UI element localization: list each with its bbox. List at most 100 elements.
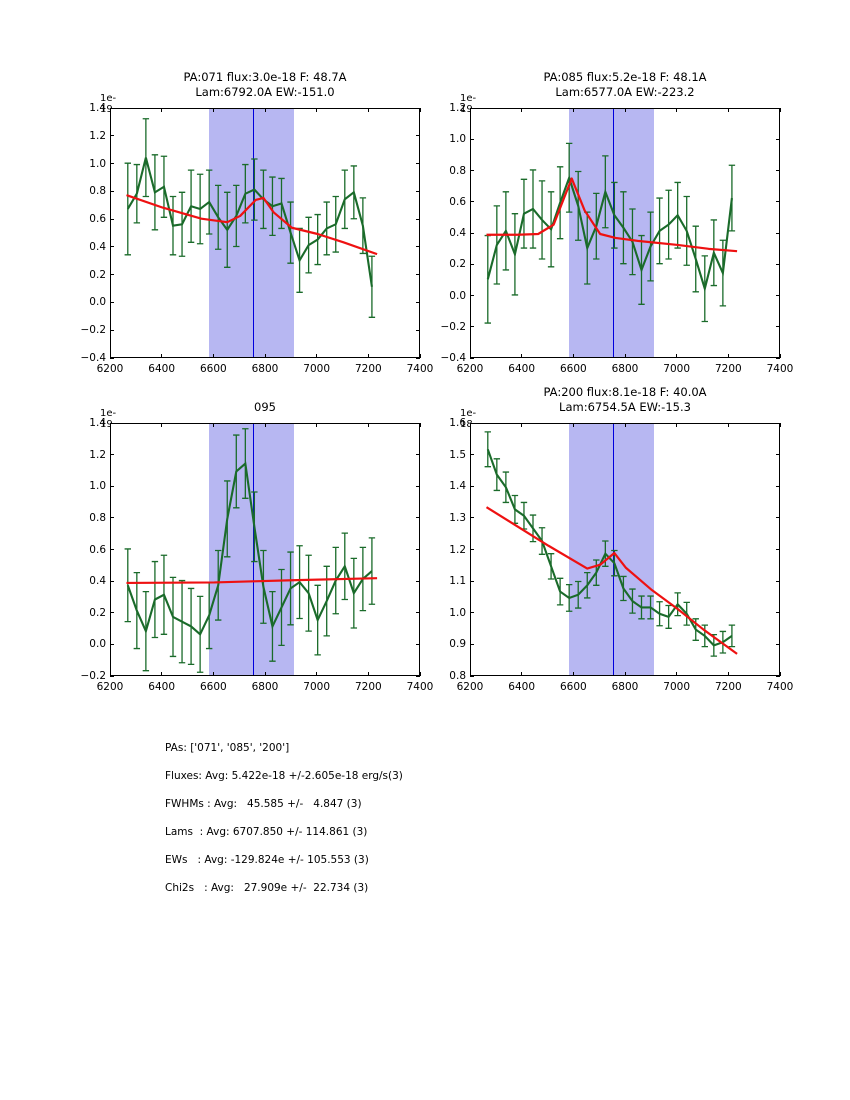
y-tick-label: 0.6 [89,543,106,556]
y-tickmark [776,138,780,140]
y-tickmark [416,580,420,582]
y-tickmark [470,263,474,265]
y-tickmark [110,422,114,424]
y-tickmark [776,422,780,424]
x-tickmark [727,108,729,112]
x-tick-label: 7400 [766,363,794,375]
y-tick-label: 0.2 [449,258,466,271]
y-tick-label: 1.0 [89,157,106,170]
x-tickmark [779,423,781,427]
x-tickmark [367,423,369,427]
x-tickmark [161,108,163,112]
y-tick-label: 1.2 [449,543,466,556]
x-tick-label: 7200 [714,363,742,375]
y-tickmark [110,454,114,456]
x-tick-label: 7200 [714,681,742,693]
x-tickmark [727,354,729,358]
y-tickmark [110,357,114,359]
y-tick-label: 1.0 [449,606,466,619]
y-tick-label: 0.0 [89,638,106,651]
x-tickmark [779,672,781,676]
y-tickmark [470,422,474,424]
error-bars-1 [484,142,736,324]
summary-line-2: FWHMs : Avg: 45.585 +/- 4.847 (3) [165,798,362,810]
y-tick-label: 1.6 [449,417,466,429]
x-tick-label: 6400 [148,363,176,375]
y-tick-label: −0.2 [440,320,467,333]
y-tick-label: 0.8 [89,185,106,198]
y-tick-label: 1.3 [449,511,466,524]
y-exponent-top-left: 1e-19 [100,93,117,115]
y-tickmark [776,675,780,677]
y-tick-label: 1.4 [89,102,106,114]
x-tick-label: 7000 [663,363,691,375]
y-tick-label: 0.2 [89,268,106,281]
y-exponent-bottom-left: 1e-19 [100,408,117,430]
y-tick-label: 0.2 [89,606,106,619]
y-tick-label: −0.4 [440,352,467,364]
summary-line-0: PAs: ['071', '085', '200'] [165,742,290,754]
x-tickmark [727,423,729,427]
y-tickmark [110,246,114,248]
y-tickmark [470,326,474,328]
x-tick-label: 7400 [406,363,434,375]
series-overlay-3 [484,431,738,657]
x-tickmark [572,354,574,358]
y-tickmark [776,612,780,614]
y-tickmark [776,549,780,550]
x-tickmark [316,423,318,427]
y-tickmark [776,107,780,109]
panel-title-top-left: PA:071 flux:3.0e-18 F: 48.7A Lam:6792.0A… [183,70,347,99]
x-tickmark [469,354,471,358]
y-tickmark [416,246,420,248]
y-tickmark [776,454,780,456]
y-tickmark [416,357,420,359]
x-tickmark [624,672,626,676]
x-tickmark [212,108,214,112]
x-tickmark [212,672,214,676]
y-tickmark [416,218,420,220]
x-tickmark [212,423,214,427]
y-tickmark [416,485,420,487]
y-tickmark [776,357,780,359]
y-tickmark [470,138,474,140]
x-tickmark [264,354,266,358]
y-tickmark [110,612,114,614]
plot-frame-top-right [470,108,780,358]
y-tickmark [110,549,114,550]
x-tickmark [624,423,626,427]
y-tickmark [470,170,474,171]
series-overlay-2 [124,428,378,673]
x-tickmark [419,672,421,676]
x-tick-label: 6200 [96,363,124,375]
x-tickmark [572,423,574,427]
x-tick-label: 6800 [251,681,279,693]
x-tickmark [109,423,111,427]
x-tickmark [316,354,318,358]
series-overlay-0 [124,118,378,318]
x-tick-label: 6600 [199,681,227,693]
panel-title-top-right: PA:085 flux:5.2e-18 F: 48.1A Lam:6577.0A… [543,70,707,99]
x-tickmark [624,354,626,358]
y-tick-label: 0.8 [449,164,466,177]
y-tickmark [416,163,420,165]
y-tickmark [110,329,114,331]
x-tickmark [676,672,678,676]
x-tick-label: 6400 [148,681,176,693]
wavelength-band-0 [209,109,295,357]
y-exponent-bottom-right: 1e-18 [460,408,477,430]
y-tickmark [416,135,420,137]
y-tick-label: −0.4 [80,352,107,364]
y-tick-label: −0.2 [80,324,107,337]
y-tick-label: 0.4 [89,240,106,253]
data-series-2 [126,461,373,637]
y-exponent-top-right: 1e-19 [460,93,477,115]
x-tickmark [676,354,678,358]
summary-line-4: EWs : Avg: -129.824e +/- 105.553 (3) [165,854,369,866]
x-tick-label: 6800 [251,363,279,375]
y-tickmark [470,549,474,550]
y-tickmark [110,135,114,137]
x-tickmark [316,672,318,676]
plot-frame-top-left [110,108,420,358]
x-tickmark [316,108,318,112]
